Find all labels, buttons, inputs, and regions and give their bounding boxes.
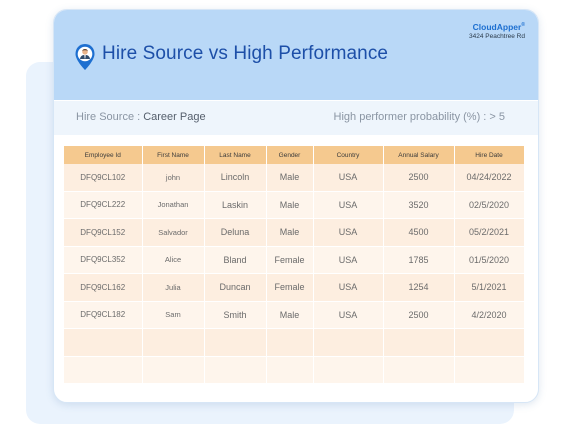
cell-gender: Female xyxy=(266,246,314,274)
cell-employee-id xyxy=(64,328,143,357)
report-card: CloudApper® 3424 Peachtree Rd Hire Sourc… xyxy=(53,9,539,403)
cell-first-name: Sam xyxy=(142,301,205,329)
cell-country: USA xyxy=(313,301,384,329)
cell-first-name: Jonathan xyxy=(142,191,205,219)
cell-last-name xyxy=(204,328,267,357)
cell-gender xyxy=(266,356,314,384)
cell-hire-date: 01/5/2020 xyxy=(454,246,525,274)
table-row[interactable]: DFQ9CL352 Alice Bland Female USA 1785 01/5/202… xyxy=(64,246,525,274)
cell-gender: Male xyxy=(266,218,314,247)
cell-employee-id: DFQ9CL352 xyxy=(64,246,143,274)
cell-hire-date xyxy=(454,328,525,357)
column-header-employee-id[interactable]: Employee Id xyxy=(64,146,143,164)
cell-employee-id xyxy=(64,356,143,384)
cell-first-name xyxy=(142,328,205,357)
table-header-row: Employee Id First Name Last Name Gender … xyxy=(64,146,525,164)
table-row[interactable]: DFQ9CL102 john Lincoln Male USA 2500 04/24/202… xyxy=(64,164,525,192)
cell-employee-id: DFQ9CL182 xyxy=(64,301,143,329)
cell-last-name: Bland xyxy=(204,246,267,274)
employee-table: Employee Id First Name Last Name Gender … xyxy=(64,146,525,384)
brand-address: 3424 Peachtree Rd xyxy=(468,32,525,40)
cell-country: USA xyxy=(313,218,384,247)
brand-block: CloudApper® 3424 Peachtree Rd xyxy=(468,22,525,40)
column-header-annual-salary[interactable]: Annual Salary xyxy=(383,146,455,164)
cell-employee-id: DFQ9CL222 xyxy=(64,191,143,219)
column-header-last-name[interactable]: Last Name xyxy=(204,146,267,164)
cell-annual-salary: 1785 xyxy=(383,246,455,274)
table-row[interactable]: DFQ9CL222 Jonathan Laskin Male USA 3520 02/5/2… xyxy=(64,191,525,219)
cell-first-name: Salvador xyxy=(142,218,205,247)
cell-country: USA xyxy=(313,246,384,274)
column-header-hire-date[interactable]: Hire Date xyxy=(454,146,525,164)
cell-hire-date: 04/24/2022 xyxy=(454,164,525,192)
page-title: Hire Source vs High Performance xyxy=(102,43,389,64)
cell-hire-date: 4/2/2020 xyxy=(454,301,525,329)
table-row[interactable]: DFQ9CL152 Salvador Deluna Male USA 4500 05/2/2… xyxy=(64,218,525,247)
cell-country: USA xyxy=(313,191,384,219)
column-header-gender[interactable]: Gender xyxy=(266,146,314,164)
cell-annual-salary: 2500 xyxy=(383,301,455,329)
cell-country: USA xyxy=(313,164,384,192)
cell-country xyxy=(313,356,384,384)
cell-annual-salary: 1254 xyxy=(383,273,455,302)
cell-hire-date xyxy=(454,356,525,384)
probability-filter: High performer probability (%) : > 5 xyxy=(333,111,505,123)
cell-gender: Male xyxy=(266,164,314,192)
cell-annual-salary: 3520 xyxy=(383,191,455,219)
hire-source-filter: Hire Source : Career Page xyxy=(76,111,206,123)
cell-first-name: Julia xyxy=(142,273,205,302)
brand-name: CloudApper® xyxy=(472,22,525,32)
table-row[interactable]: DFQ9CL182 Sam Smith Male USA 2500 4/2/2020 xyxy=(64,301,525,329)
cell-last-name xyxy=(204,356,267,384)
cell-employee-id: DFQ9CL102 xyxy=(64,164,143,192)
cell-last-name: Duncan xyxy=(204,273,267,302)
column-header-country[interactable]: Country xyxy=(313,146,384,164)
filter-bar: Hire Source : Career Page High performer … xyxy=(54,101,538,135)
table-row[interactable]: DFQ9CL162 Julia Duncan Female USA 1254 5/1/202… xyxy=(64,273,525,302)
cell-employee-id: DFQ9CL152 xyxy=(64,218,143,247)
cell-last-name: Laskin xyxy=(204,191,267,219)
column-header-first-name[interactable]: First Name xyxy=(142,146,205,164)
cell-gender: Male xyxy=(266,191,314,219)
cell-last-name: Smith xyxy=(204,301,267,329)
cell-hire-date: 5/1/2021 xyxy=(454,273,525,302)
table-row[interactable] xyxy=(64,356,525,384)
cell-first-name: john xyxy=(142,164,205,192)
cell-first-name: Alice xyxy=(142,246,205,274)
cell-annual-salary: 2500 xyxy=(383,164,455,192)
hire-source-label: Hire Source : xyxy=(76,111,141,123)
report-header: CloudApper® 3424 Peachtree Rd Hire Sourc… xyxy=(54,10,538,100)
cell-hire-date: 02/5/2020 xyxy=(454,191,525,219)
cell-gender: Male xyxy=(266,301,314,329)
hire-source-value: Career Page xyxy=(143,111,206,123)
cell-annual-salary xyxy=(383,328,455,357)
cell-country: USA xyxy=(313,273,384,302)
cell-annual-salary: 4500 xyxy=(383,218,455,247)
cell-gender xyxy=(266,328,314,357)
location-pin-person-icon xyxy=(75,44,95,70)
cell-employee-id: DFQ9CL162 xyxy=(64,273,143,302)
cell-gender: Female xyxy=(266,273,314,302)
cell-last-name: Lincoln xyxy=(204,164,267,192)
cell-hire-date: 05/2/2021 xyxy=(454,218,525,247)
cell-first-name xyxy=(142,356,205,384)
table-row[interactable] xyxy=(64,328,525,357)
cell-country xyxy=(313,328,384,357)
cell-annual-salary xyxy=(383,356,455,384)
cell-last-name: Deluna xyxy=(204,218,267,247)
